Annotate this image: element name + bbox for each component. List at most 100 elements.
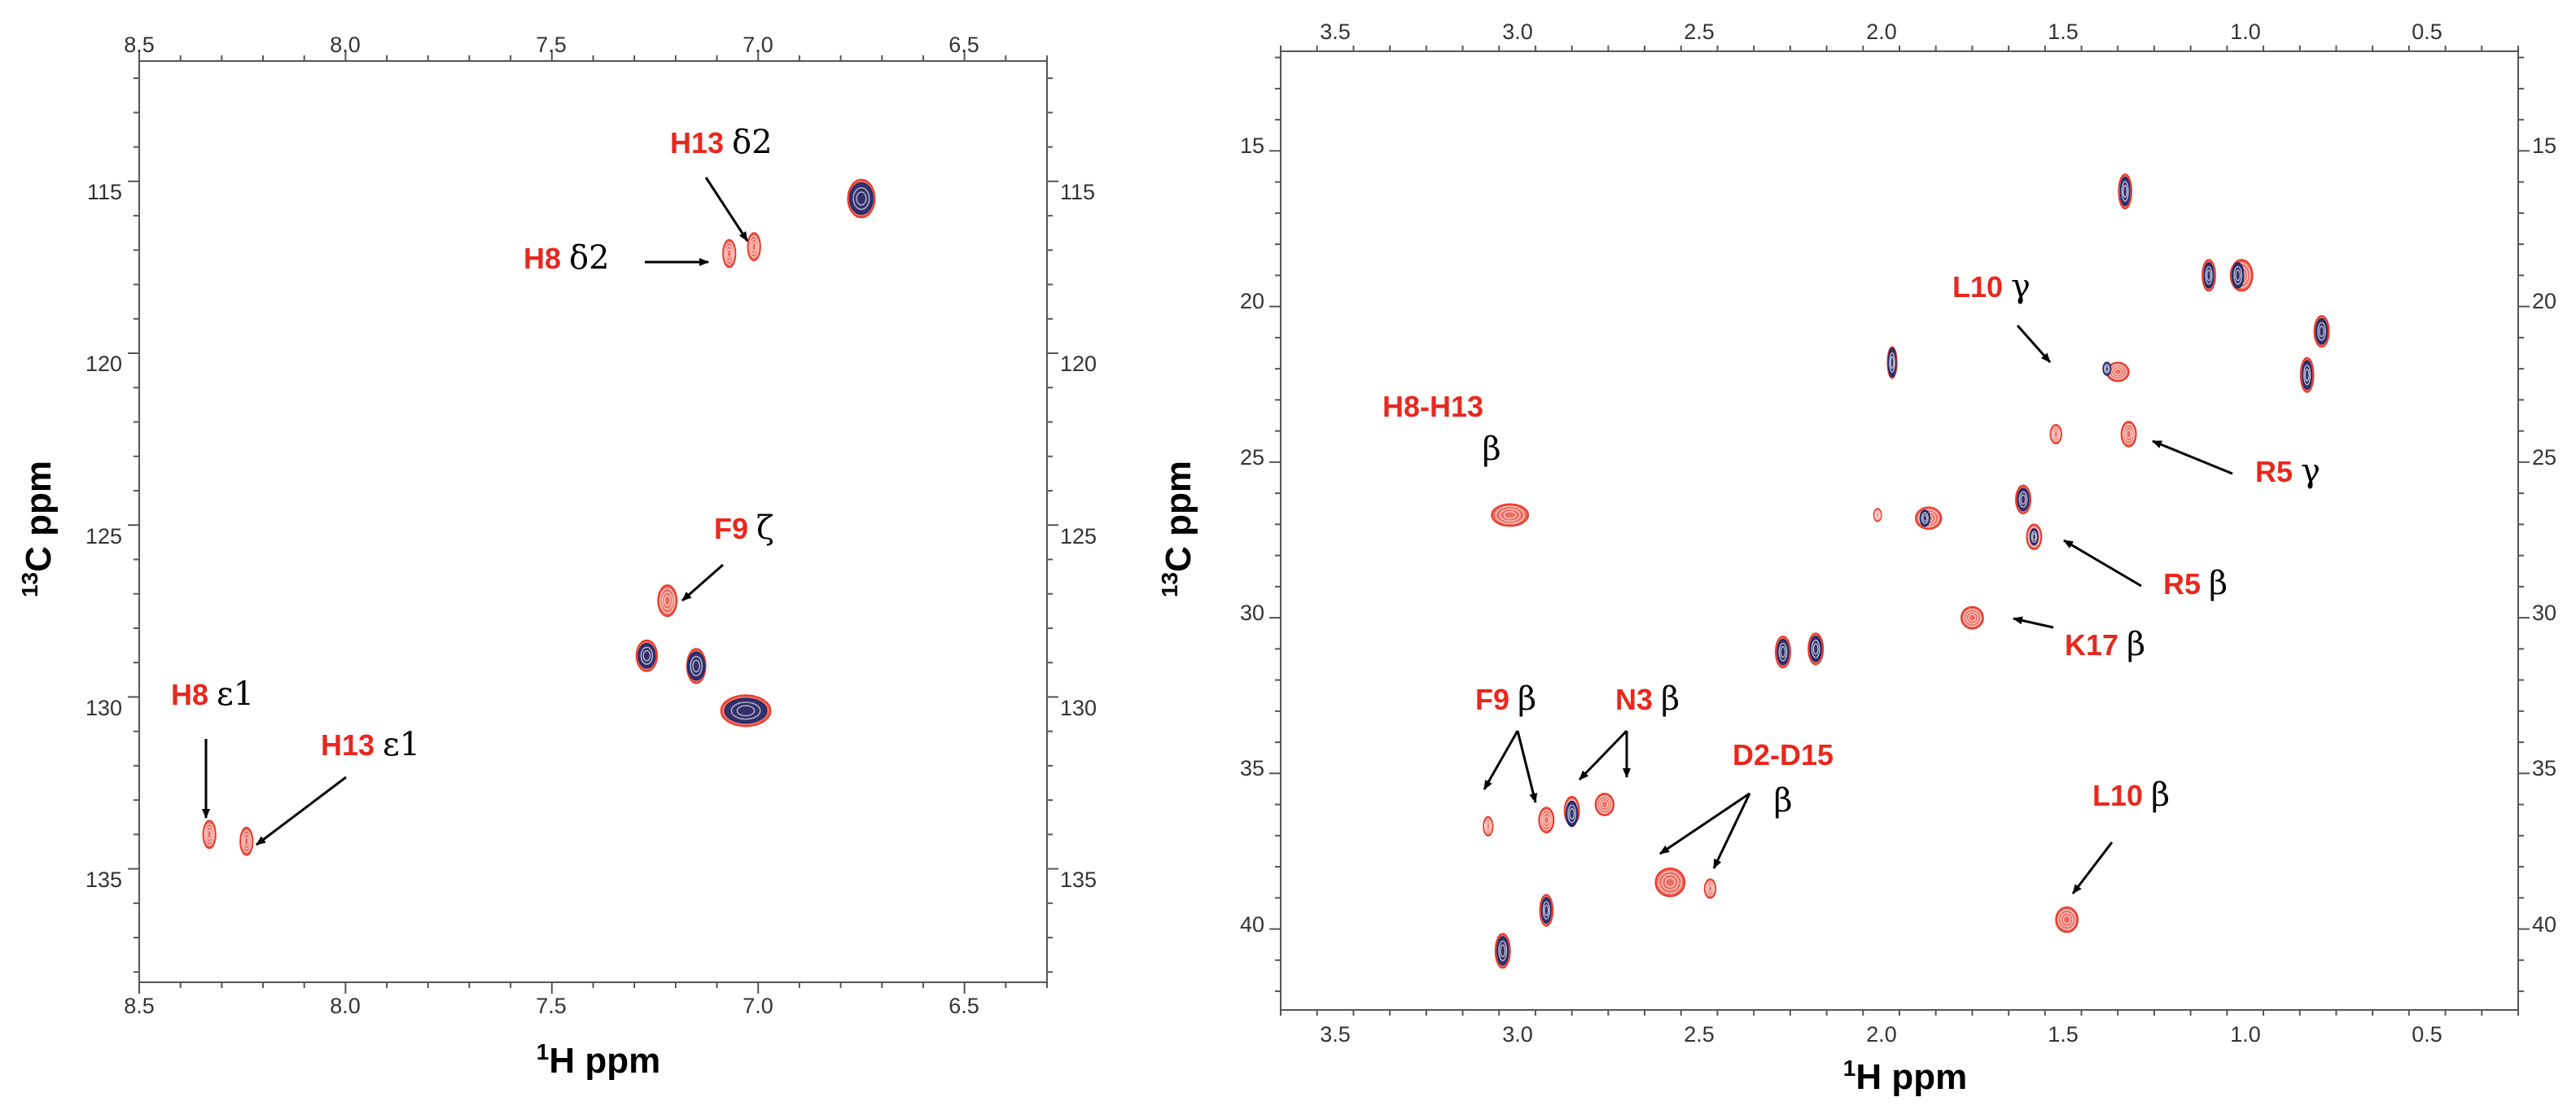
y-tick-label-left: 20 xyxy=(1240,289,1264,313)
peak-contour xyxy=(1778,642,1788,662)
sample-peak xyxy=(2105,361,2130,382)
annotation-label: β xyxy=(1773,782,1792,820)
peak-contour xyxy=(1812,643,1819,655)
peak-contour xyxy=(1963,608,1982,627)
peak-contour xyxy=(1658,871,1683,894)
y-tick-label-left: 135 xyxy=(85,868,122,892)
peak-contour xyxy=(2317,321,2326,341)
peak-contour xyxy=(2031,531,2038,544)
y-tick-label-left: 15 xyxy=(1240,133,1264,158)
sample-peak xyxy=(657,584,678,618)
peak-contour xyxy=(1485,820,1492,833)
peak-contour xyxy=(736,705,756,717)
annotation-label: R5 β xyxy=(2163,565,2228,602)
annotation-label: K17 β xyxy=(2065,626,2145,663)
y-tick-label-left: 120 xyxy=(85,352,122,376)
sample-peak xyxy=(1873,508,1882,522)
annotation-arrow xyxy=(1659,792,1750,855)
sample-peak xyxy=(747,232,761,261)
y-tick-label-left: 30 xyxy=(1240,601,1264,625)
annotation-arrow xyxy=(704,177,749,242)
x-tick-label-bottom: 2.0 xyxy=(1866,1022,1897,1047)
peak-contour xyxy=(2020,494,2026,505)
reference-peak xyxy=(637,642,656,669)
x-tick-label-bottom: 3.5 xyxy=(1320,1022,1351,1047)
peak-contour xyxy=(239,826,254,856)
peak-contour xyxy=(1495,505,1525,525)
annotation-arrow xyxy=(681,563,724,602)
left-y-axis-title: 13C ppm xyxy=(17,461,59,597)
peak-contour xyxy=(856,191,867,206)
peak-contour xyxy=(2027,527,2041,548)
peak-contour xyxy=(2233,265,2243,285)
peak-contour xyxy=(2121,181,2129,202)
sample-peak xyxy=(1491,503,1530,527)
x-tick-label-top: 3.0 xyxy=(1502,20,1533,44)
sample-peak xyxy=(722,238,737,269)
peak-contour xyxy=(2103,364,2110,374)
x-tick-label-bottom: 8.5 xyxy=(124,994,155,1018)
annotation-label: H8-H13 xyxy=(1382,390,1483,423)
peak-contour xyxy=(852,186,870,210)
annotation-arrow xyxy=(1483,730,1519,790)
peak-contour xyxy=(2031,532,2036,541)
peak-contour xyxy=(1541,812,1551,828)
reference-peak xyxy=(848,181,874,215)
annotation-arrow xyxy=(2063,539,2142,588)
right-x-axis-title: 1H ppm xyxy=(1843,1056,1967,1097)
peak-contour xyxy=(722,238,737,269)
reference-peak xyxy=(2203,262,2215,289)
right-annotations: H8-H13 β L10 γ R5 γ R5 β K17 β F9 β N3 β D2-D1… xyxy=(1382,268,2320,894)
x-tick-label-top: 3.5 xyxy=(1320,20,1351,44)
peak-contour xyxy=(2319,326,2325,338)
peak-contour xyxy=(1921,512,1929,525)
peak-contour xyxy=(690,655,703,676)
x-tick-label-top: 7.5 xyxy=(536,33,567,57)
left-annotations: H13 δ2 H8 δ2 F9 ζ H8 ε1 H13 ε1 xyxy=(171,124,774,846)
peak-contour xyxy=(2304,368,2310,382)
peak-contour xyxy=(1707,885,1713,893)
peak-contour xyxy=(730,702,761,720)
peak-contour xyxy=(2206,269,2212,282)
peak-contour xyxy=(2018,491,2028,508)
annotation-label: H8 ε1 xyxy=(171,675,254,713)
peak-contour xyxy=(1917,509,1939,527)
peak-contour xyxy=(725,245,734,262)
y-tick-label-right: 35 xyxy=(2532,756,2556,780)
left-peaks xyxy=(202,178,876,856)
y-tick-label-left: 130 xyxy=(85,696,122,720)
left-tick-labels: 8.5 8.0 7.5 7.0 6.5 8.5 8.0 7.5 7.0 6.5 … xyxy=(85,33,1097,1018)
peak-contour xyxy=(726,248,732,259)
x-tick-label-top: 0.5 xyxy=(2412,20,2442,44)
x-tick-label-bottom: 2.5 xyxy=(1684,1022,1715,1047)
peak-contour xyxy=(1567,804,1577,824)
annotation-label: L10 β xyxy=(2092,776,2170,814)
peak-contour xyxy=(1543,815,1549,825)
reference-peak xyxy=(1919,509,1930,527)
y-tick-label-right: 15 xyxy=(2532,133,2556,158)
peak-contour xyxy=(1594,793,1615,816)
y-tick-label-right: 125 xyxy=(1060,524,1097,549)
peak-contour xyxy=(2052,428,2060,440)
sample-peak xyxy=(202,820,217,850)
peak-contour xyxy=(1873,509,1882,521)
peak-contour xyxy=(661,591,673,610)
reference-peak xyxy=(1496,936,1509,966)
y-tick-label-left: 25 xyxy=(1240,445,1264,470)
peak-contour xyxy=(1922,514,1928,522)
sample-peak xyxy=(2120,421,2137,448)
peak-contour xyxy=(750,238,759,256)
peak-contour xyxy=(2111,365,2125,378)
peak-contour xyxy=(657,584,678,618)
x-tick-label-bottom: 1.5 xyxy=(2048,1022,2079,1047)
peak-contour xyxy=(751,241,757,252)
reference-peak xyxy=(1540,897,1552,924)
peak-contour xyxy=(1890,356,1895,369)
x-tick-label-bottom: 1.0 xyxy=(2230,1022,2261,1047)
x-tick-label-top: 8.5 xyxy=(124,33,155,57)
peak-contour xyxy=(2303,365,2311,386)
annotation-arrow xyxy=(2071,841,2114,894)
reference-peak xyxy=(1776,638,1790,666)
reference-peak xyxy=(2102,361,2112,376)
